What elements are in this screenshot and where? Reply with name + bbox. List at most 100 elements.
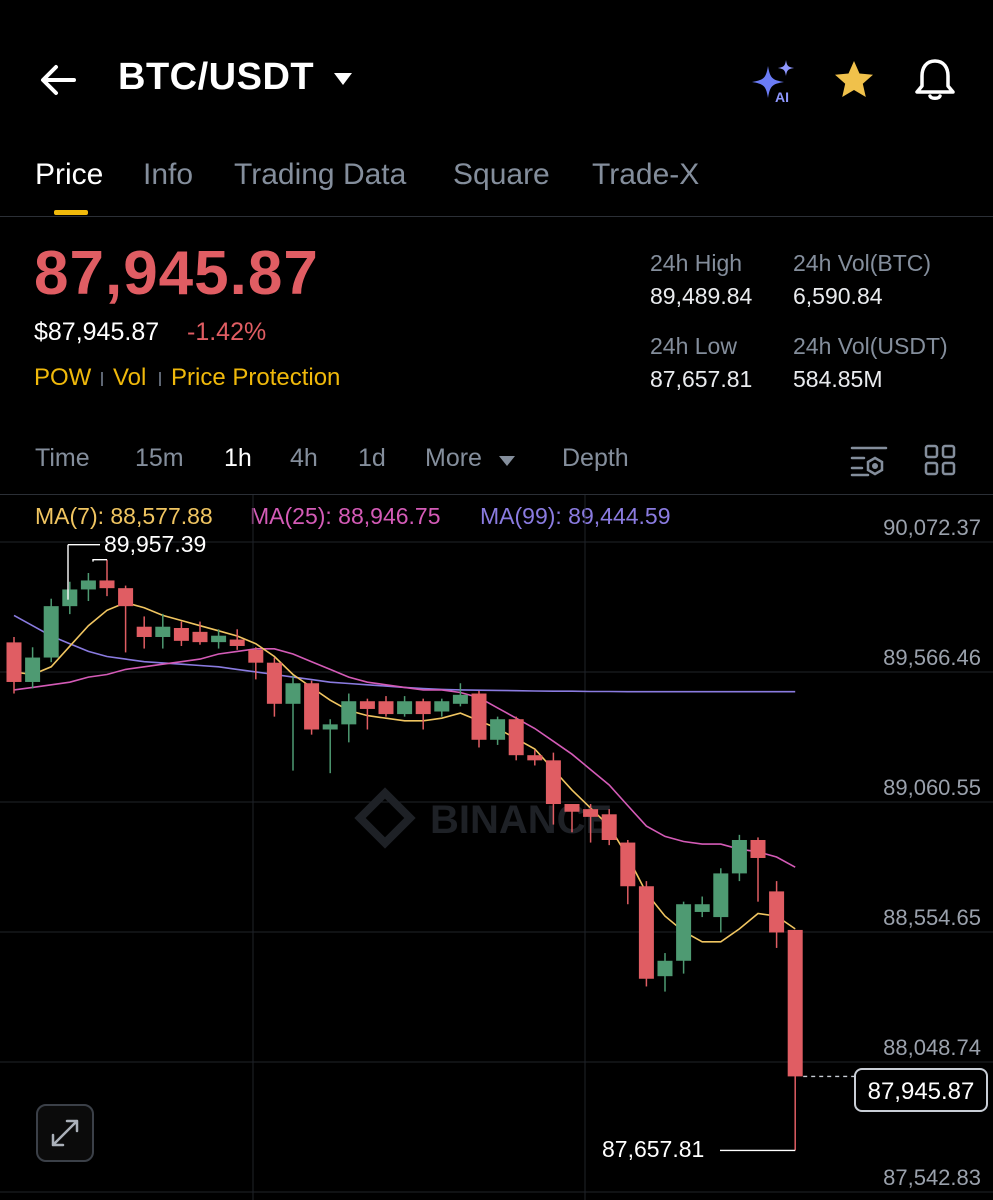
candle-body bbox=[136, 626, 152, 637]
chart-high-label: 89,957.39 bbox=[104, 530, 207, 557]
vol-btc-label: 24h Vol(BTC) bbox=[793, 250, 932, 276]
candle-body bbox=[564, 804, 580, 812]
candle-body bbox=[211, 635, 227, 643]
candle-body bbox=[452, 694, 468, 704]
y-axis-label: 87,542.83 bbox=[883, 1165, 981, 1190]
interval-time[interactable]: Time bbox=[35, 444, 90, 472]
chart-settings-icon[interactable] bbox=[850, 444, 888, 478]
expand-chart-button[interactable] bbox=[36, 1104, 94, 1162]
y-axis-label: 89,566.46 bbox=[883, 645, 981, 670]
candlestick-chart[interactable]: BINANCE bbox=[0, 495, 993, 1200]
y-axis-label: 88,554.65 bbox=[883, 905, 981, 930]
high-marker-line bbox=[92, 558, 107, 562]
candle-body bbox=[285, 683, 301, 704]
candle-body bbox=[62, 589, 78, 607]
candle-body bbox=[43, 606, 59, 658]
interval-4h[interactable]: 4h bbox=[290, 444, 318, 472]
candle-body bbox=[750, 839, 766, 858]
tag-divider bbox=[101, 372, 103, 386]
candle-body bbox=[415, 701, 431, 715]
candle-body bbox=[787, 929, 803, 1077]
ma99-line bbox=[13, 614, 796, 693]
y-axis-label: 88,048.74 bbox=[883, 1035, 981, 1060]
vol-usdt-value: 584.85M bbox=[793, 366, 883, 392]
more-caret-icon[interactable] bbox=[498, 455, 516, 467]
chevron-down-icon[interactable] bbox=[332, 70, 354, 88]
candle-body bbox=[322, 724, 338, 730]
tab-info[interactable]: Info bbox=[143, 158, 194, 191]
vol-btc-value: 6,590.84 bbox=[793, 283, 883, 309]
high-label: 24h High bbox=[650, 250, 743, 276]
candle-body bbox=[527, 755, 543, 761]
tag-vol[interactable]: Vol bbox=[113, 364, 147, 391]
candle-body bbox=[638, 886, 654, 979]
tab-price[interactable]: Price bbox=[35, 158, 104, 191]
candle-body bbox=[713, 873, 729, 918]
candle-body bbox=[508, 719, 524, 756]
low-label: 24h Low bbox=[650, 333, 737, 359]
candle-body bbox=[304, 683, 320, 730]
watermark-text: BINANCE bbox=[430, 798, 612, 842]
interval-1h[interactable]: 1h bbox=[224, 444, 252, 472]
candle-body bbox=[601, 814, 617, 840]
interval-1d[interactable]: 1d bbox=[358, 444, 386, 472]
candle-body bbox=[769, 891, 785, 933]
candle-body bbox=[248, 649, 264, 663]
candle-body bbox=[397, 701, 413, 715]
star-icon[interactable] bbox=[832, 58, 876, 102]
vol-usdt-label: 24h Vol(USDT) bbox=[793, 333, 948, 359]
candle-body bbox=[471, 693, 487, 740]
candle-body bbox=[583, 809, 599, 817]
ma25-legend: MA(25): 88,946.75 bbox=[250, 503, 441, 529]
tag-pow[interactable]: POW bbox=[34, 364, 92, 391]
y-axis-label: 90,072.37 bbox=[883, 515, 981, 540]
candle-body bbox=[99, 580, 115, 589]
low-value: 87,657.81 bbox=[650, 366, 753, 392]
last-price: 87,945.87 bbox=[34, 239, 319, 308]
layout-grid-icon[interactable] bbox=[924, 444, 956, 476]
tag-divider bbox=[159, 372, 161, 386]
candle-body bbox=[25, 657, 41, 682]
chart-low-label: 87,657.81 bbox=[602, 1136, 705, 1163]
interval-depth[interactable]: Depth bbox=[562, 444, 629, 472]
ai-sparkle-icon[interactable]: AI bbox=[750, 58, 800, 104]
candle-body bbox=[545, 760, 561, 805]
tab-trade-x[interactable]: Trade-X bbox=[592, 158, 700, 191]
high-value: 89,489.84 bbox=[650, 283, 753, 309]
interval-15m[interactable]: 15m bbox=[135, 444, 184, 472]
candle-body bbox=[173, 627, 189, 641]
watermark-logo bbox=[354, 787, 416, 849]
candle-body bbox=[490, 719, 506, 740]
candle-body bbox=[266, 662, 282, 704]
candle-body bbox=[731, 839, 747, 874]
candle-body bbox=[229, 639, 245, 646]
bell-icon[interactable] bbox=[912, 56, 958, 102]
candle-body bbox=[676, 904, 692, 961]
candle-body bbox=[6, 642, 22, 682]
candle-body bbox=[155, 626, 171, 637]
interval-more[interactable]: More bbox=[425, 444, 482, 472]
tab-trading-data[interactable]: Trading Data bbox=[234, 158, 407, 191]
active-tab-indicator bbox=[54, 210, 88, 215]
tab-square[interactable]: Square bbox=[453, 158, 550, 191]
candle-body bbox=[620, 842, 636, 887]
candle-body bbox=[80, 580, 96, 590]
ma7-legend: MA(7): 88,577.88 bbox=[35, 503, 213, 529]
divider bbox=[0, 494, 993, 495]
expand-icon bbox=[51, 1119, 79, 1147]
candle-body bbox=[434, 701, 450, 712]
y-axis-label: 89,060.55 bbox=[883, 775, 981, 800]
ma99-legend: MA(99): 89,444.59 bbox=[480, 503, 671, 529]
ma7-line bbox=[13, 601, 796, 943]
ma25-line bbox=[13, 648, 796, 868]
candle-body bbox=[192, 631, 208, 643]
back-arrow-icon[interactable] bbox=[36, 58, 80, 102]
candle-body bbox=[359, 701, 375, 709]
change-percent: -1.42% bbox=[187, 318, 267, 346]
pair-title[interactable]: BTC/USDT bbox=[118, 56, 315, 98]
candle-body bbox=[694, 904, 710, 912]
candle-body bbox=[118, 588, 134, 607]
usd-price: $87,945.87 bbox=[34, 318, 160, 346]
candle-body bbox=[378, 701, 394, 715]
tag-price-protection[interactable]: Price Protection bbox=[171, 364, 341, 391]
